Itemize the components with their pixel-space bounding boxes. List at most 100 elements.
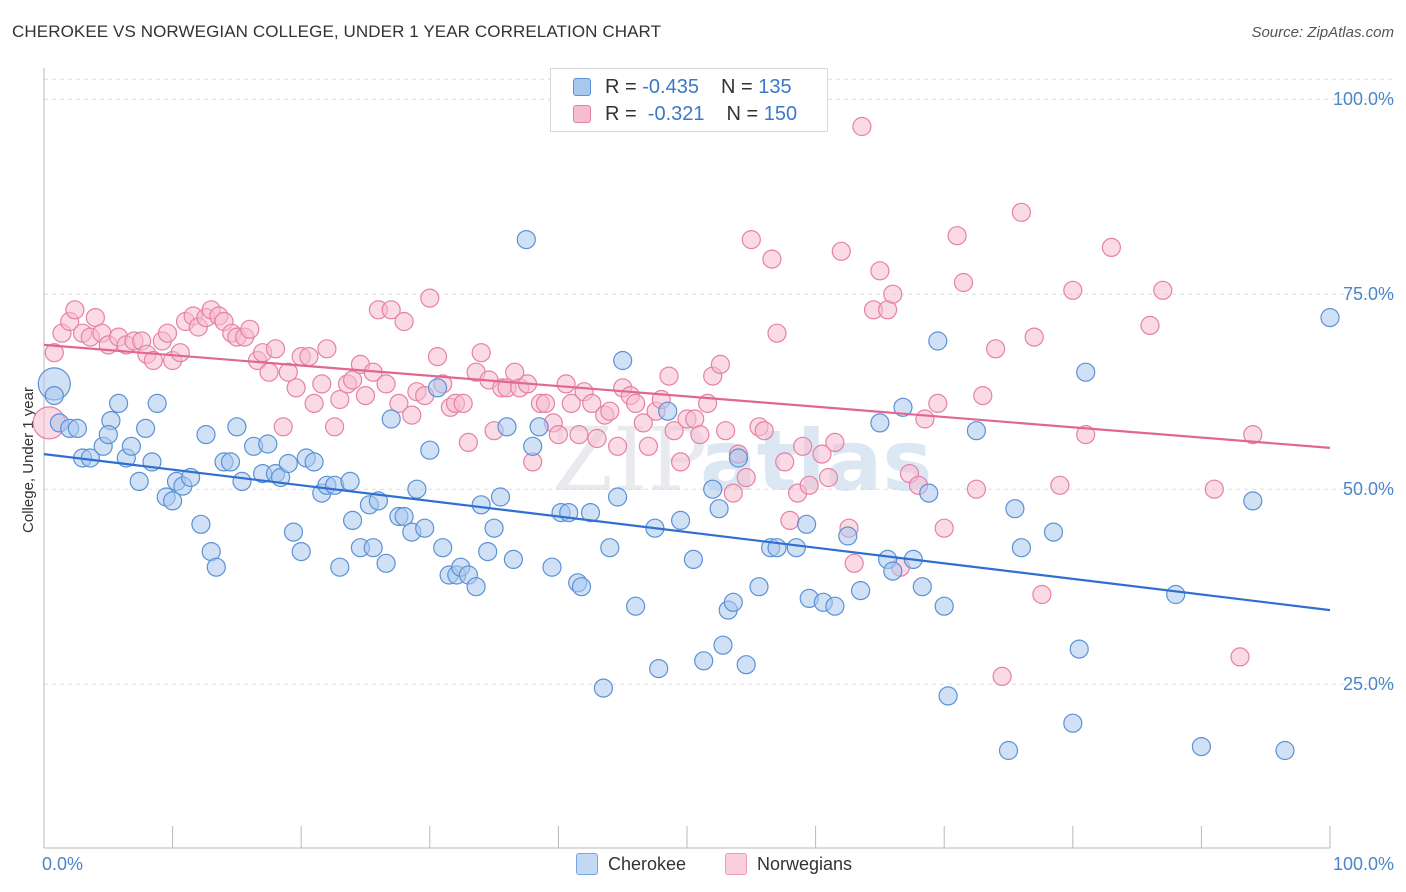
norwegians-point [992, 666, 1012, 687]
cherokee-point [850, 580, 871, 601]
legend-swatch-cherokee [576, 853, 598, 875]
norwegians-point [659, 366, 679, 386]
cherokee-point [1275, 740, 1295, 761]
cherokee-point [838, 526, 858, 546]
cherokee-point [786, 538, 806, 558]
cherokee-point [571, 577, 592, 597]
norwegians-point [312, 374, 332, 394]
norwegians-point [844, 553, 864, 573]
cherokee-point [1166, 584, 1186, 605]
cherokee-point [670, 510, 691, 531]
cherokee-point [580, 502, 601, 523]
cherokee-point [593, 678, 614, 698]
norwegians-point [799, 475, 819, 495]
cherokee-point [703, 479, 723, 499]
cherokee-point [291, 541, 311, 562]
norwegians-point [278, 362, 298, 382]
cherokee-point [613, 350, 633, 371]
legend-label-norwegians: Norwegians [757, 853, 853, 874]
norwegians-trend-line [43, 343, 1331, 449]
cherokee-point [471, 495, 491, 515]
norwegians-point [633, 413, 653, 433]
norwegians-point [762, 249, 782, 269]
cherokee-point [893, 397, 913, 417]
legend-r-value: -0.435 [642, 75, 699, 98]
y-tick-label-75: 75.0% [1343, 284, 1394, 304]
norwegians-point [548, 425, 569, 445]
cherokee-point [728, 448, 749, 468]
cherokee-point [542, 557, 562, 577]
cherokee-point [919, 483, 939, 503]
cherokee-point [1191, 736, 1212, 757]
cherokee-point [928, 331, 948, 351]
norwegians-point [325, 417, 345, 437]
norwegians-point [690, 425, 710, 445]
legend-item-norwegians: Norwegians [725, 852, 852, 876]
cherokee-point [694, 651, 714, 671]
legend-swatch-norwegians [725, 853, 747, 875]
cherokee-point [44, 386, 64, 406]
cherokee-point [998, 740, 1019, 761]
norwegians-point [710, 354, 731, 374]
norwegians-point [915, 409, 935, 429]
cherokee-point [1069, 639, 1089, 659]
trend-lines [43, 343, 1331, 612]
source-label: Source: ZipAtlas.com [1251, 24, 1394, 41]
cherokee-point [723, 592, 743, 612]
cherokee-point [658, 401, 678, 421]
norwegians-point [1140, 315, 1160, 335]
norwegians-point [381, 300, 401, 320]
cherokee-point [283, 522, 304, 542]
norwegians-point [458, 432, 478, 452]
norwegians-point [1101, 237, 1122, 257]
cherokee-point [258, 434, 278, 454]
norwegians-point [883, 284, 903, 304]
norwegians-point [775, 452, 795, 472]
norwegians-point [273, 417, 293, 437]
cherokee-point [330, 557, 350, 577]
norwegians-point [870, 261, 890, 281]
legend-n-value: 135 [758, 75, 792, 98]
y-tick-label-50: 50.0% [1343, 479, 1394, 499]
legend-r-label: R = [605, 102, 643, 125]
norwegians-point [1076, 425, 1096, 445]
cherokee-point [1043, 522, 1064, 542]
series-norwegians [32, 116, 1263, 687]
norwegians-point [143, 350, 163, 371]
legend-item-cherokee: Cherokee [576, 852, 686, 876]
cherokee-point [1063, 713, 1083, 733]
cherokee-point [376, 553, 396, 573]
cherokee-trend-line [43, 453, 1331, 612]
cherokee-point [420, 440, 440, 460]
legend-swatch-norwegians [573, 105, 591, 123]
norwegians-point [1243, 425, 1263, 445]
cherokee-point [912, 577, 932, 597]
cherokee-point [108, 393, 129, 413]
cherokee-point [736, 655, 756, 675]
legend-row-norwegians: R = -0.321 N = 150 [573, 101, 797, 127]
norwegians-point [741, 230, 761, 250]
cherokee-point [625, 596, 646, 616]
cherokee-point [1243, 491, 1263, 511]
norwegians-point [286, 378, 306, 398]
cherokee-point [67, 418, 88, 438]
norwegians-point [157, 323, 178, 343]
legend-n-value: 150 [763, 102, 798, 125]
legend-r-label: R = [605, 75, 643, 98]
cherokee-point [938, 686, 958, 706]
norwegians-point [715, 421, 736, 441]
norwegians-point [453, 393, 473, 413]
cherokee-point [220, 452, 241, 472]
cherokee-point [529, 417, 549, 437]
norwegians-point [343, 370, 363, 390]
norwegians-point [638, 436, 659, 456]
norwegians-point [240, 319, 260, 339]
cherokee-point [523, 436, 543, 456]
norwegians-point [317, 339, 337, 359]
cherokee-point [129, 471, 149, 491]
legend-r-value: -0.321 [642, 102, 705, 125]
cherokee-point [825, 596, 845, 616]
y-axis-label: College, Under 1 year [20, 387, 37, 533]
norwegians-point [561, 393, 581, 413]
norwegians-point [376, 374, 396, 394]
